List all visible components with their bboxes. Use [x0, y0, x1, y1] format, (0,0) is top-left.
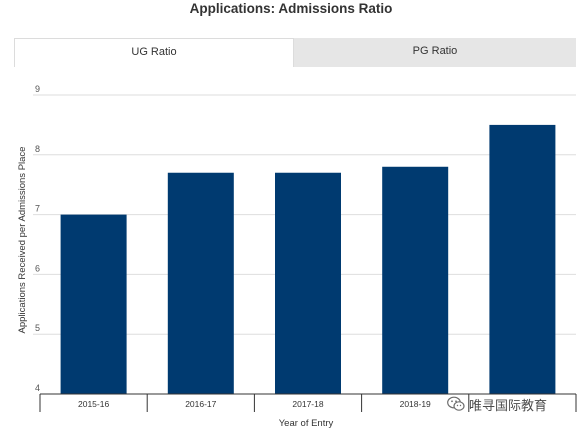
bars [60, 124, 556, 395]
y-tick-label: 5 [35, 323, 40, 333]
x-tick-label: 2016-17 [185, 399, 216, 409]
y-tick-label: 4 [35, 383, 40, 393]
y-tick-labels: 4 5 6 7 8 9 [35, 84, 40, 393]
x-tick-labels: 2015-16 2016-17 2017-18 2018-19 [78, 399, 431, 409]
wechat-icon [447, 396, 465, 411]
chart-title: Applications: Admissions Ratio [189, 1, 393, 16]
watermark: 唯寻国际教育 [447, 393, 547, 415]
tab-bar: UG Ratio PG Ratio [14, 38, 576, 67]
y-tick-label: 9 [35, 84, 40, 94]
bar[interactable] [489, 124, 556, 395]
y-tick-label: 7 [35, 204, 40, 214]
x-tick-label: 2018-19 [400, 399, 431, 409]
bar[interactable] [275, 172, 341, 394]
y-tick-label: 8 [35, 144, 40, 154]
x-tick-label: 2017-18 [292, 399, 323, 409]
x-tick-label: 2015-16 [78, 399, 109, 409]
bar[interactable] [382, 166, 449, 394]
bar[interactable] [60, 214, 127, 394]
y-axis-title: Applications Received per Admissions Pla… [17, 147, 28, 334]
x-axis-title: Year of Entry [279, 418, 334, 429]
bar[interactable] [167, 172, 234, 394]
y-tick-label: 6 [35, 263, 40, 273]
tab-pg-ratio[interactable]: PG Ratio [412, 45, 458, 57]
x-tick-marks [39, 394, 577, 412]
tab-ug-ratio[interactable]: UG Ratio [14, 38, 294, 67]
watermark-text: 唯寻国际教育 [469, 398, 548, 414]
